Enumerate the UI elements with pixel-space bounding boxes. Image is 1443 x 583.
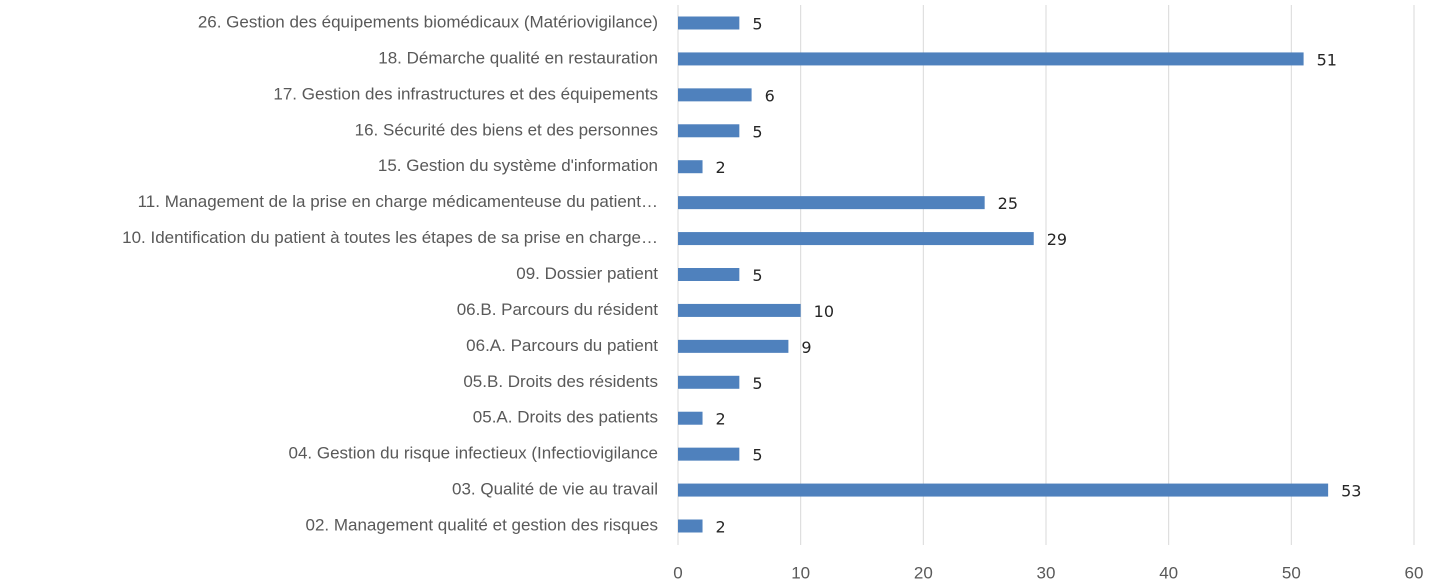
bar [678,339,789,353]
bar [678,411,703,425]
bar [678,303,801,317]
bar [678,88,752,102]
bar [678,268,740,281]
data-label: 51 [1317,50,1337,69]
data-label: 53 [1341,482,1361,501]
bar [678,447,740,461]
y-tick-label: 11. Management de la prise en charge méd… [138,192,658,211]
data-label: 2 [716,410,726,429]
y-tick-label: 16. Sécurité des biens et des personnes [355,120,658,139]
data-label: 5 [752,15,762,34]
x-tick-label: 10 [791,563,810,582]
x-tick-label: 0 [673,563,682,582]
x-tick-label: 40 [1159,563,1178,582]
data-label: 2 [716,518,726,537]
y-tick-label: 06.B. Parcours du résident [457,300,659,319]
x-tick-label: 60 [1405,563,1424,582]
bar [678,483,1329,497]
y-tick-label: 09. Dossier patient [516,264,658,283]
y-tick-label: 03. Qualité de vie au travail [452,480,658,499]
bar [678,160,703,174]
data-label: 2 [716,158,726,177]
bar [678,232,1034,246]
y-tick-label: 15. Gestion du système d'information [378,156,658,175]
bar [678,196,985,210]
data-label: 9 [801,338,811,357]
x-tick-label: 30 [1037,563,1056,582]
y-tick-label: 05.A. Droits des patients [473,408,658,427]
bar [678,519,703,533]
data-label: 5 [752,122,762,141]
bar [678,375,740,389]
y-tick-label: 04. Gestion du risque infectieux (Infect… [289,444,658,463]
y-tick-label: 18. Démarche qualité en restauration [378,48,658,67]
y-tick-label: 02. Management qualité et gestion des ri… [305,515,658,534]
data-label: 6 [765,86,775,105]
y-tick-label: 06.A. Parcours du patient [466,336,658,355]
bar [678,16,740,30]
x-tick-label: 20 [914,563,933,582]
data-label: 29 [1047,230,1067,249]
y-tick-label: 26. Gestion des équipements biomédicaux … [198,12,658,31]
x-tick-label: 50 [1282,563,1301,582]
data-label: 5 [752,446,762,465]
y-tick-label: 10. Identification du patient à toutes l… [122,228,658,247]
data-label: 25 [998,194,1018,213]
data-label: 5 [752,374,762,393]
data-label: 10 [814,302,834,321]
data-label: 5 [752,266,762,285]
bar [678,52,1304,66]
bar [678,124,740,138]
y-tick-label: 17. Gestion des infrastructures et des é… [273,84,658,103]
y-tick-label: 05.B. Droits des résidents [463,372,658,391]
